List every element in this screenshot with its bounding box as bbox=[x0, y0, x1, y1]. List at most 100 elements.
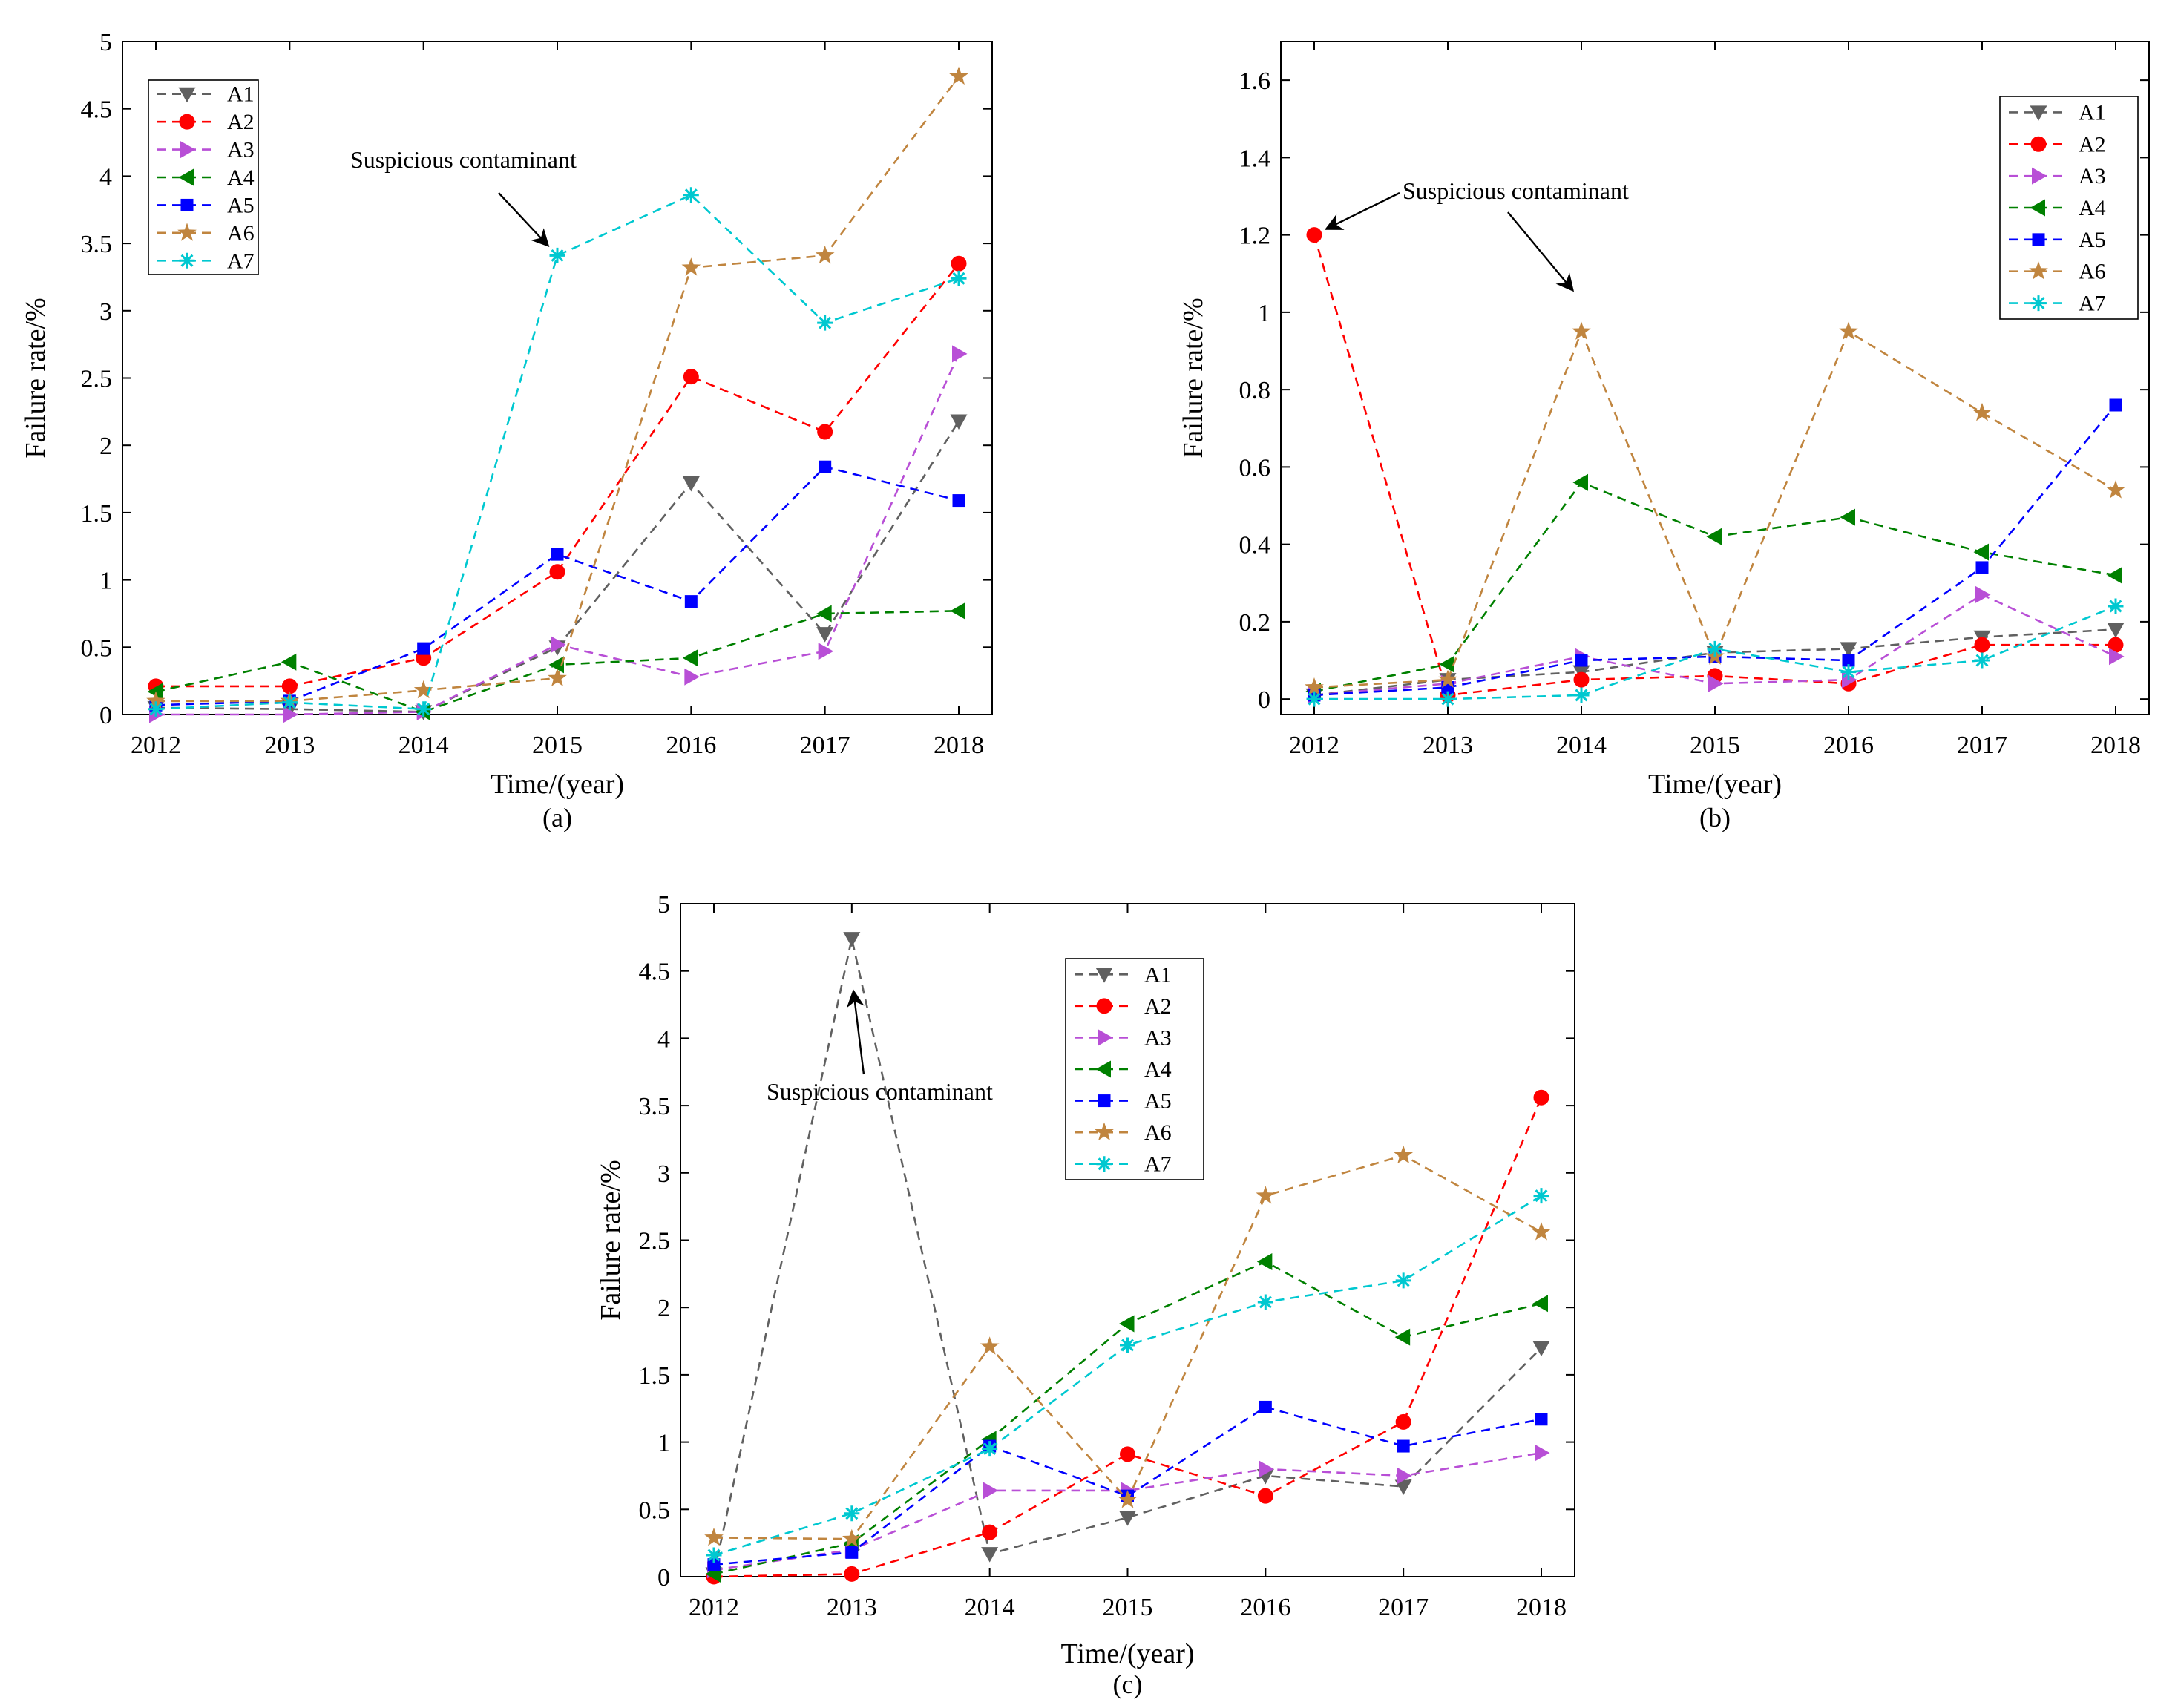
chart-b-point-A1-2018 bbox=[2107, 623, 2125, 638]
chart-c-point-A4-2017 bbox=[1394, 1328, 1411, 1346]
chart-a-point-A7-2016 bbox=[683, 187, 699, 203]
chart-a-point-A4-2013 bbox=[281, 653, 297, 671]
chart-a-legend-marker-A6 bbox=[177, 223, 197, 241]
chart-c-point-A2-2015 bbox=[1120, 1446, 1135, 1462]
chart-b-point-A3-2018 bbox=[2109, 648, 2125, 666]
chart-c-point-A7-2012 bbox=[706, 1547, 722, 1563]
chart-a-legend-label-A3: A3 bbox=[227, 138, 255, 162]
chart-b-point-A5-2014 bbox=[1575, 654, 1588, 667]
chart-a-legend-marker-A2 bbox=[179, 114, 195, 130]
chart-b-series-A6 bbox=[1305, 321, 2125, 696]
chart-b-legend: A1 A2 A3 A4 A5 A6 A7 bbox=[1999, 96, 2139, 320]
chart-b-point-A7-2015 bbox=[1707, 640, 1723, 657]
chart-c-point-A7-2016 bbox=[1257, 1294, 1273, 1310]
chart-b-legend-marker-A7 bbox=[2030, 295, 2047, 312]
chart-a-ytick-label: 0.5 bbox=[81, 634, 113, 662]
chart-a-ytick-label: 0 bbox=[99, 702, 112, 729]
chart-b-legend-marker-A3 bbox=[2032, 167, 2047, 185]
chart-c-ytick-label: 4.5 bbox=[639, 959, 671, 986]
chart-b-xtick-label: 2017 bbox=[1957, 732, 2007, 759]
chart-a-point-A3-2017 bbox=[818, 643, 834, 660]
chart-b-point-A2-2012 bbox=[1306, 227, 1322, 243]
chart-c-point-A1-2018 bbox=[1532, 1341, 1550, 1357]
chart-c-ytick-label: 2.5 bbox=[639, 1228, 671, 1255]
chart-b-point-A6-2012 bbox=[1305, 677, 1324, 696]
chart-c-xtick-label: 2015 bbox=[1103, 1594, 1153, 1621]
chart-c-legend-marker-A1 bbox=[1095, 968, 1113, 983]
chart-c-series-A4 bbox=[705, 1253, 1548, 1583]
chart-c-legend-marker-A3 bbox=[1098, 1028, 1113, 1046]
chart-a-point-A6-2018 bbox=[949, 66, 968, 85]
chart-a-point-A7-2014 bbox=[416, 701, 432, 717]
chart-a-point-A5-2015 bbox=[551, 548, 564, 561]
chart-a-xtick-label: 2018 bbox=[934, 732, 984, 759]
chart-a-legend-marker-A1 bbox=[178, 87, 196, 103]
chart-a-legend-label-A6: A6 bbox=[227, 221, 255, 246]
chart-b-annotation-arrow bbox=[1324, 191, 1400, 230]
chart-c-point-A7-2018 bbox=[1533, 1188, 1549, 1204]
chart-c-point-A2-2017 bbox=[1395, 1413, 1411, 1430]
chart-c-point-A5-2017 bbox=[1397, 1439, 1410, 1453]
chart-b-ylabel: Failure rate/% bbox=[1178, 298, 1209, 458]
chart-b-caption: (b) bbox=[1699, 803, 1731, 832]
chart-a-annotation-text: Suspicious contaminant bbox=[350, 146, 577, 173]
chart-c-point-A1-2013 bbox=[843, 932, 861, 947]
chart-c-point-A7-2013 bbox=[844, 1505, 860, 1522]
chart-b-point-A4-2015 bbox=[1706, 528, 1722, 545]
chart-a-ytick-label: 5 bbox=[99, 29, 112, 56]
chart-b-point-A6-2013 bbox=[1438, 669, 1457, 689]
chart-c-legend-marker-A4 bbox=[1095, 1060, 1111, 1078]
chart-a-series-A3 bbox=[149, 345, 968, 723]
chart-b-point-A5-2017 bbox=[1975, 561, 1989, 574]
chart-a-point-A1-2016 bbox=[682, 476, 700, 492]
chart-a-point-A7-2013 bbox=[281, 694, 298, 711]
chart-b-legend-box bbox=[1999, 96, 2139, 320]
chart-a-point-A6-2012 bbox=[146, 691, 165, 709]
chart-a-legend-marker-A4 bbox=[178, 168, 194, 186]
chart-a-legend-marker-A3 bbox=[180, 141, 196, 159]
chart-c-point-A6-2015 bbox=[1118, 1490, 1138, 1508]
chart-c-legend-label-A6: A6 bbox=[1144, 1120, 1172, 1145]
chart-c-series-A7 bbox=[706, 1188, 1549, 1563]
chart-c-point-A1-2014 bbox=[981, 1547, 999, 1563]
chart-b-annotation: Suspicious contaminant bbox=[1324, 177, 1629, 292]
chart-b-xtick-label: 2012 bbox=[1289, 732, 1339, 759]
chart-a-xtick-label: 2013 bbox=[264, 732, 315, 759]
chart-c-point-A5-2012 bbox=[707, 1558, 721, 1571]
chart-b-series-A4 bbox=[1305, 473, 2122, 700]
chart-a-point-A1-2017 bbox=[816, 627, 834, 643]
chart-c-series-line-A4 bbox=[713, 1261, 1542, 1575]
chart-b-ytick-label: 0.6 bbox=[1239, 454, 1271, 482]
chart-a-point-A3-2013 bbox=[283, 706, 298, 723]
chart-c-point-A3-2016 bbox=[1259, 1460, 1274, 1478]
chart-a-legend-label-A7: A7 bbox=[227, 249, 255, 273]
chart-a-point-A2-2015 bbox=[549, 564, 565, 580]
chart-b-point-A7-2018 bbox=[2108, 598, 2124, 614]
chart-a-ylabel: Failure rate/% bbox=[20, 298, 51, 458]
chart-a-point-A4-2017 bbox=[816, 605, 832, 623]
chart-c-ytick-label: 0.5 bbox=[639, 1497, 671, 1524]
chart-a-xtick-label: 2014 bbox=[398, 732, 449, 759]
chart-b-point-A7-2013 bbox=[1440, 691, 1456, 707]
chart-a-caption: (a) bbox=[542, 803, 572, 832]
chart-a-legend-label-A4: A4 bbox=[227, 165, 255, 190]
chart-c-point-A6-2016 bbox=[1256, 1186, 1276, 1204]
chart-b-series-line-A6 bbox=[1313, 329, 2116, 689]
chart-c-point-A7-2014 bbox=[982, 1441, 998, 1457]
chart-b-legend-marker-A1 bbox=[2030, 105, 2047, 121]
chart-a-point-A3-2018 bbox=[952, 345, 968, 363]
chart-c-annotation-arrow bbox=[846, 989, 865, 1075]
chart-a-point-A2-2017 bbox=[817, 424, 833, 440]
chart-c-point-A2-2014 bbox=[982, 1524, 998, 1540]
chart-b-legend-marker-A5 bbox=[2032, 233, 2045, 246]
chart-c-xtick-label: 2014 bbox=[965, 1594, 1015, 1621]
chart-a-point-A5-2014 bbox=[417, 642, 430, 655]
chart-c-xtick-label: 2013 bbox=[827, 1594, 877, 1621]
chart-a-point-A3-2016 bbox=[684, 668, 700, 686]
chart-a-ytick-label: 4.5 bbox=[81, 96, 113, 124]
chart-b-legend-label-A5: A5 bbox=[2079, 228, 2106, 252]
chart-c-point-A3-2017 bbox=[1397, 1467, 1412, 1485]
chart-c-point-A5-2018 bbox=[1535, 1413, 1548, 1426]
chart-b-legend-marker-A4 bbox=[2030, 199, 2045, 217]
chart-a-annotation: Suspicious contaminant bbox=[350, 146, 577, 248]
